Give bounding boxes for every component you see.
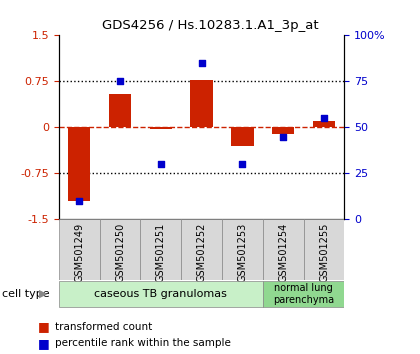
Point bbox=[76, 198, 83, 204]
Text: GSM501254: GSM501254 bbox=[278, 222, 288, 282]
Bar bbox=[68, 127, 90, 201]
Text: percentile rank within the sample: percentile rank within the sample bbox=[55, 338, 231, 348]
FancyBboxPatch shape bbox=[263, 219, 304, 280]
Bar bbox=[190, 80, 213, 127]
Text: GSM501252: GSM501252 bbox=[197, 222, 207, 282]
Text: GSM501250: GSM501250 bbox=[115, 222, 125, 282]
FancyBboxPatch shape bbox=[263, 281, 344, 307]
Point bbox=[280, 134, 286, 139]
Text: GSM501251: GSM501251 bbox=[156, 222, 166, 282]
Bar bbox=[109, 94, 131, 127]
Point bbox=[158, 161, 164, 167]
Point bbox=[198, 60, 205, 66]
FancyBboxPatch shape bbox=[222, 219, 263, 280]
Text: transformed count: transformed count bbox=[55, 322, 152, 332]
Text: normal lung
parenchyma: normal lung parenchyma bbox=[273, 283, 334, 305]
FancyBboxPatch shape bbox=[59, 281, 263, 307]
Text: ▶: ▶ bbox=[39, 289, 47, 299]
Text: GSM501249: GSM501249 bbox=[74, 222, 84, 282]
Text: cell type: cell type bbox=[2, 289, 50, 299]
Point bbox=[320, 115, 327, 121]
FancyBboxPatch shape bbox=[304, 219, 344, 280]
FancyBboxPatch shape bbox=[181, 219, 222, 280]
Text: ■: ■ bbox=[38, 337, 50, 350]
Point bbox=[117, 79, 123, 84]
Text: GSM501253: GSM501253 bbox=[237, 222, 247, 282]
FancyBboxPatch shape bbox=[100, 219, 140, 280]
FancyBboxPatch shape bbox=[140, 219, 181, 280]
Bar bbox=[150, 127, 172, 129]
Bar bbox=[231, 127, 254, 146]
Bar bbox=[272, 127, 294, 133]
Bar bbox=[313, 121, 335, 127]
Text: ■: ■ bbox=[38, 320, 50, 333]
Text: GSM501255: GSM501255 bbox=[319, 222, 329, 282]
Text: caseous TB granulomas: caseous TB granulomas bbox=[94, 289, 227, 299]
Text: GDS4256 / Hs.10283.1.A1_3p_at: GDS4256 / Hs.10283.1.A1_3p_at bbox=[102, 19, 318, 33]
Point bbox=[239, 161, 246, 167]
FancyBboxPatch shape bbox=[59, 219, 100, 280]
